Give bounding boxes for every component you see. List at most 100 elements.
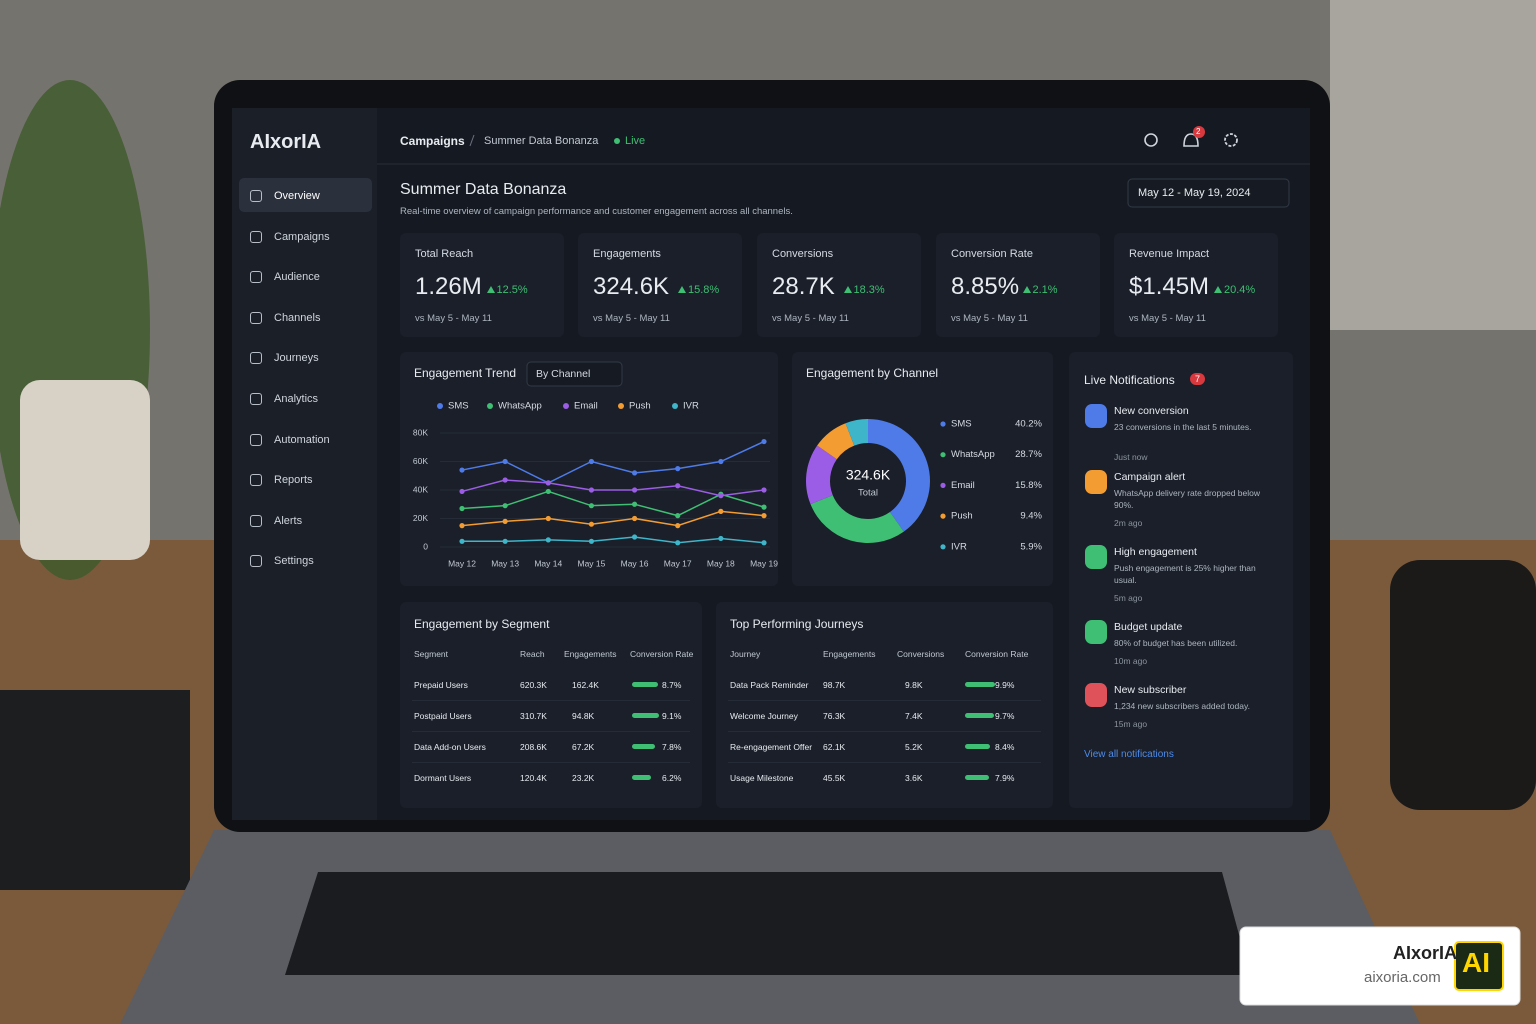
nav-icon xyxy=(250,190,262,202)
date-picker[interactable] xyxy=(1127,178,1290,208)
rate-bar xyxy=(632,744,656,749)
nav-item[interactable]: Automation xyxy=(274,433,330,446)
watermark-logo-box xyxy=(1454,941,1504,991)
nav-icon xyxy=(250,311,262,324)
date-range[interactable]: May 12 - May 19, 2024 xyxy=(1138,187,1251,199)
live-dot xyxy=(614,138,620,144)
cell: 310.7K xyxy=(520,711,547,721)
nav-item[interactable]: Channels xyxy=(274,311,321,324)
kpi-label: Engagements xyxy=(593,248,661,260)
data-point xyxy=(459,467,465,473)
dropdown[interactable] xyxy=(526,361,623,387)
data-point xyxy=(718,535,724,542)
data-point xyxy=(675,483,681,489)
donut-center-label: Total xyxy=(858,488,878,499)
legend-swatch xyxy=(437,403,443,409)
rate-bar xyxy=(632,713,660,718)
column-header: Conversions xyxy=(897,649,945,659)
column-header: Conversion Rate xyxy=(630,649,694,659)
donut-slice xyxy=(817,423,855,460)
x-tick-label: May 14 xyxy=(534,558,562,568)
value-label: 5.9% xyxy=(1020,541,1042,552)
legend-label: IVR xyxy=(951,541,967,552)
nav-icon xyxy=(250,393,262,405)
nav-item[interactable]: Audience xyxy=(274,271,320,284)
nav-icon xyxy=(250,230,262,243)
kpi-period: vs May 5 - May 11 xyxy=(1129,313,1206,324)
legend-label: Email xyxy=(951,480,975,491)
data-point xyxy=(588,458,595,465)
kpi-value: $1.45M xyxy=(1129,273,1210,300)
nav-item[interactable]: Settings xyxy=(274,555,314,568)
cell: 120.4K xyxy=(520,773,547,783)
data-point xyxy=(588,538,595,544)
series-line xyxy=(462,536,765,544)
x-tick-label: May 18 xyxy=(707,558,735,568)
kpi-period: vs May 5 - May 11 xyxy=(415,313,492,324)
kpi-change: 20.4% xyxy=(1224,284,1256,296)
value-label: 9.4% xyxy=(1020,511,1042,522)
nav-item[interactable]: Overview xyxy=(274,190,320,202)
data-point xyxy=(761,513,767,519)
rate-label: 9.9% xyxy=(995,680,1015,690)
donut-slice xyxy=(845,419,868,446)
x-tick-label: May 12 xyxy=(448,558,476,568)
nav-item[interactable]: Journeys xyxy=(274,352,319,365)
legend-swatch xyxy=(940,482,946,488)
data-point xyxy=(502,503,508,509)
sidebar xyxy=(232,108,377,820)
rate-bar xyxy=(965,713,995,718)
nav-item[interactable]: Reports xyxy=(274,474,313,487)
legend-swatch xyxy=(940,544,946,550)
nav-item[interactable]: Analytics xyxy=(274,393,319,405)
x-tick-label: May 16 xyxy=(621,558,649,568)
rate-label: 9.1% xyxy=(662,711,682,721)
nav-icon xyxy=(250,271,262,284)
journeys-panel: Top Performing Journeys Journey Engagement… xyxy=(716,602,1053,808)
data-point xyxy=(718,508,724,514)
data-point xyxy=(502,518,508,524)
cell: 23.2K xyxy=(572,773,595,783)
cell: 3.6K xyxy=(905,773,923,783)
legend-label: Push xyxy=(629,401,651,412)
breadcrumb-section[interactable]: Campaigns xyxy=(400,134,465,148)
kpi-value: 1.26M xyxy=(415,273,482,300)
brand: AIxorIA xyxy=(250,131,322,153)
legend-label: SMS xyxy=(448,401,469,412)
watermark-box xyxy=(1239,926,1521,1006)
notification-icon xyxy=(1085,545,1107,569)
legend-swatch xyxy=(940,421,946,427)
nav-item[interactable]: Campaigns xyxy=(274,230,330,243)
notification-time: Just now xyxy=(1114,452,1148,462)
row-divider xyxy=(412,731,690,732)
view-all-link[interactable]: View all notifications xyxy=(1084,749,1174,760)
row-name: Data Pack Reminder xyxy=(730,680,809,690)
data-point xyxy=(675,466,681,472)
rate-bar xyxy=(632,682,659,687)
legend-swatch xyxy=(940,452,946,458)
panel-title: Live Notifications xyxy=(1084,373,1175,387)
kpi-period: vs May 5 - May 11 xyxy=(951,313,1028,324)
legend-label: WhatsApp xyxy=(498,401,542,412)
notification-title: New subscriber xyxy=(1114,684,1187,696)
notifications-panel: Live Notifications 7 New conversion 23 conv… xyxy=(1069,352,1293,808)
row-name: Dormant Users xyxy=(414,773,472,783)
kpi-value: 28.7K xyxy=(772,273,835,300)
legend-label: Email xyxy=(574,401,598,412)
nav-item[interactable]: Alerts xyxy=(274,514,303,527)
kpi-change: 18.3% xyxy=(853,284,885,296)
up-arrow xyxy=(1022,286,1031,293)
nav-icon xyxy=(250,433,262,446)
cell: 162.4K xyxy=(572,680,599,690)
segments-panel: Engagement by Segment Segment Reach Engagem… xyxy=(400,602,702,808)
kpi-value: 8.85% xyxy=(951,273,1020,300)
data-point xyxy=(761,504,767,510)
x-tick-label: May 19 xyxy=(750,558,778,568)
notification-text: Push engagement is 25% higher than usual… xyxy=(1114,563,1256,585)
data-point xyxy=(459,538,465,544)
breadcrumb-current: Summer Data Bonanza xyxy=(484,135,599,147)
cell: 67.2K xyxy=(572,742,595,752)
legend-label: IVR xyxy=(683,401,699,412)
page-subtitle: Real-time overview of campaign performan… xyxy=(400,206,793,217)
data-point xyxy=(631,501,638,507)
